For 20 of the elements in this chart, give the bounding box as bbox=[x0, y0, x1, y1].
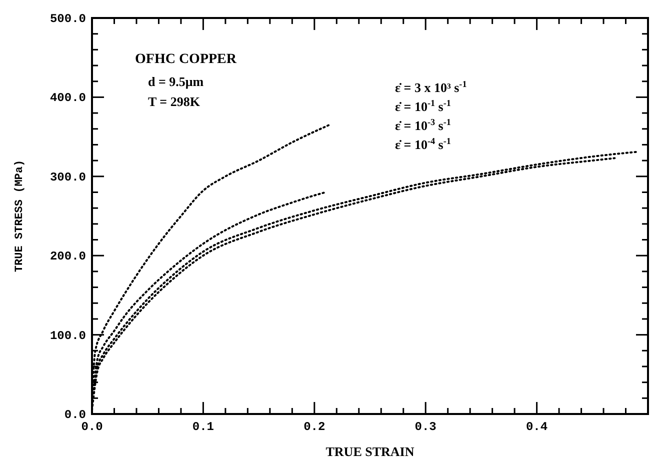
x-tick-label: 0.0 bbox=[81, 420, 103, 434]
annotation: T = 298K bbox=[148, 94, 201, 109]
annotation: ε̇ = 10$^{-4}$ s$^{-1}$ bbox=[395, 136, 452, 152]
x-tick-label: 0.2 bbox=[304, 420, 326, 434]
y-tick-label: 300.0 bbox=[50, 170, 86, 184]
annotation: OFHC COPPER bbox=[135, 52, 238, 67]
x-tick-label: 0.3 bbox=[414, 420, 436, 434]
x-tick-label: 0.1 bbox=[192, 420, 214, 434]
y-tick-label: 400.0 bbox=[50, 91, 86, 106]
annotation: ε̇ = 10$^{-3}$ s$^{-1}$ bbox=[395, 117, 452, 133]
annotation: d = 9.5μm bbox=[148, 74, 204, 89]
annotation: ε̇ = 10$^{-1}$ s$^{-1}$ bbox=[395, 98, 452, 114]
y-axis-title: TRUE STRESS (MPa) bbox=[14, 160, 26, 272]
x-axis-title: TRUE STRAIN bbox=[326, 444, 415, 459]
annotation: ε̇ = 3 x 10³ s$^{-1}$ bbox=[395, 79, 468, 95]
x-tick-label: 0.4 bbox=[526, 420, 548, 434]
y-tick-label: 0.0 bbox=[64, 408, 86, 422]
y-tick-label: 100.0 bbox=[50, 328, 86, 343]
y-tick-label: 200.0 bbox=[50, 250, 86, 264]
y-tick-label: 500.0 bbox=[50, 12, 86, 26]
